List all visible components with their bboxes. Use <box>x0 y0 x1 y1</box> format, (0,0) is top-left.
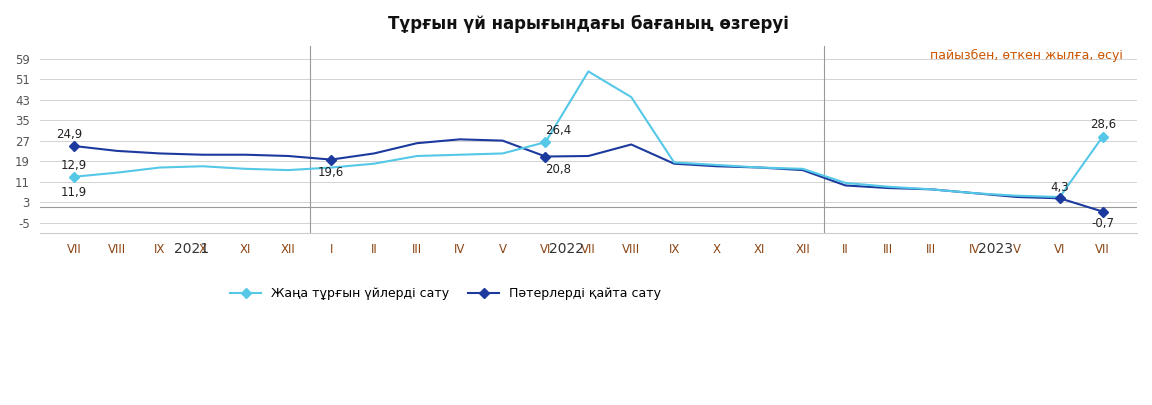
Text: пайызбен, өткен жылға, өсуі: пайызбен, өткен жылға, өсуі <box>931 49 1123 62</box>
Text: 12,9: 12,9 <box>61 159 88 172</box>
Text: -0,7: -0,7 <box>1091 217 1114 230</box>
Text: 28,6: 28,6 <box>1090 118 1116 131</box>
Text: 4,3: 4,3 <box>1051 181 1069 194</box>
Text: 2022: 2022 <box>550 242 584 256</box>
Text: 2023: 2023 <box>978 242 1013 256</box>
Text: 26,4: 26,4 <box>546 124 571 137</box>
Legend: Жаңа тұрғын үйлерді сату, Пәтерлерді қайта сату: Жаңа тұрғын үйлерді сату, Пәтерлерді қай… <box>225 282 666 305</box>
Text: 11,9: 11,9 <box>61 186 88 199</box>
Text: 19,6: 19,6 <box>318 166 344 179</box>
Text: 2021: 2021 <box>174 242 210 256</box>
Title: Тұрғын үй нарығындағы бағаның өзгеруі: Тұрғын үй нарығындағы бағаның өзгеруі <box>388 15 789 33</box>
Text: 24,9: 24,9 <box>56 128 83 141</box>
Text: 20,8: 20,8 <box>546 163 571 176</box>
